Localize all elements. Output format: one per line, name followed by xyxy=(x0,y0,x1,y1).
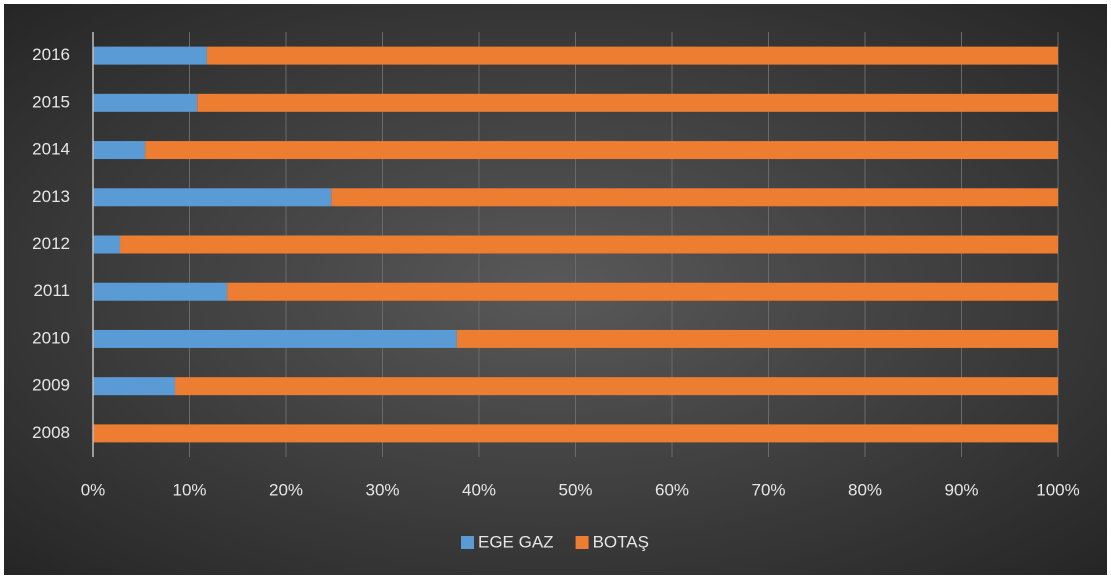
bar-segment xyxy=(93,282,228,301)
bar-segment xyxy=(197,93,1059,112)
y-tick-label: 2011 xyxy=(33,281,70,300)
y-tick-label: 2015 xyxy=(32,92,70,111)
x-tick-label: 10% xyxy=(172,480,206,499)
x-tick-label: 80% xyxy=(848,480,882,499)
bar-segment xyxy=(456,329,1058,348)
y-tick-label: 2012 xyxy=(32,234,70,253)
legend-swatch xyxy=(575,536,589,549)
x-tick-label: 90% xyxy=(944,480,978,499)
y-tick-label: 2010 xyxy=(32,328,70,347)
y-tick-label: 2009 xyxy=(32,376,70,395)
bar-segment xyxy=(93,188,332,207)
bar-segment xyxy=(93,46,207,65)
x-tick-label: 70% xyxy=(751,480,785,499)
legend-swatch xyxy=(461,536,474,549)
bar-segment xyxy=(120,235,1058,254)
x-tick-label: 100% xyxy=(1036,480,1079,499)
bar-segment xyxy=(145,141,1059,160)
bar-segment xyxy=(175,377,1058,396)
y-tick-label: 2014 xyxy=(32,140,70,159)
bar-segment xyxy=(206,46,1058,65)
legend-label: EGE GAZ xyxy=(478,532,554,551)
y-tick-label: 2008 xyxy=(32,423,70,442)
x-tick-label: 40% xyxy=(462,480,496,499)
y-tick-label: 2016 xyxy=(32,45,70,64)
bar-segment xyxy=(93,424,1058,443)
x-tick-label: 60% xyxy=(655,480,689,499)
x-tick-label: 0% xyxy=(81,480,106,499)
x-tick-label: 20% xyxy=(269,480,303,499)
bar-segment xyxy=(93,141,146,160)
x-tick-label: 30% xyxy=(365,480,399,499)
bar-segment xyxy=(227,282,1058,301)
bar-segment xyxy=(93,377,176,396)
bar-segment xyxy=(93,93,198,112)
x-tick-label: 50% xyxy=(558,480,592,499)
legend-label: BOTAŞ xyxy=(593,532,649,551)
bar-segment xyxy=(93,235,121,254)
y-tick-label: 2013 xyxy=(32,187,70,206)
bar-segment xyxy=(93,329,457,348)
bar-segment xyxy=(331,188,1059,207)
